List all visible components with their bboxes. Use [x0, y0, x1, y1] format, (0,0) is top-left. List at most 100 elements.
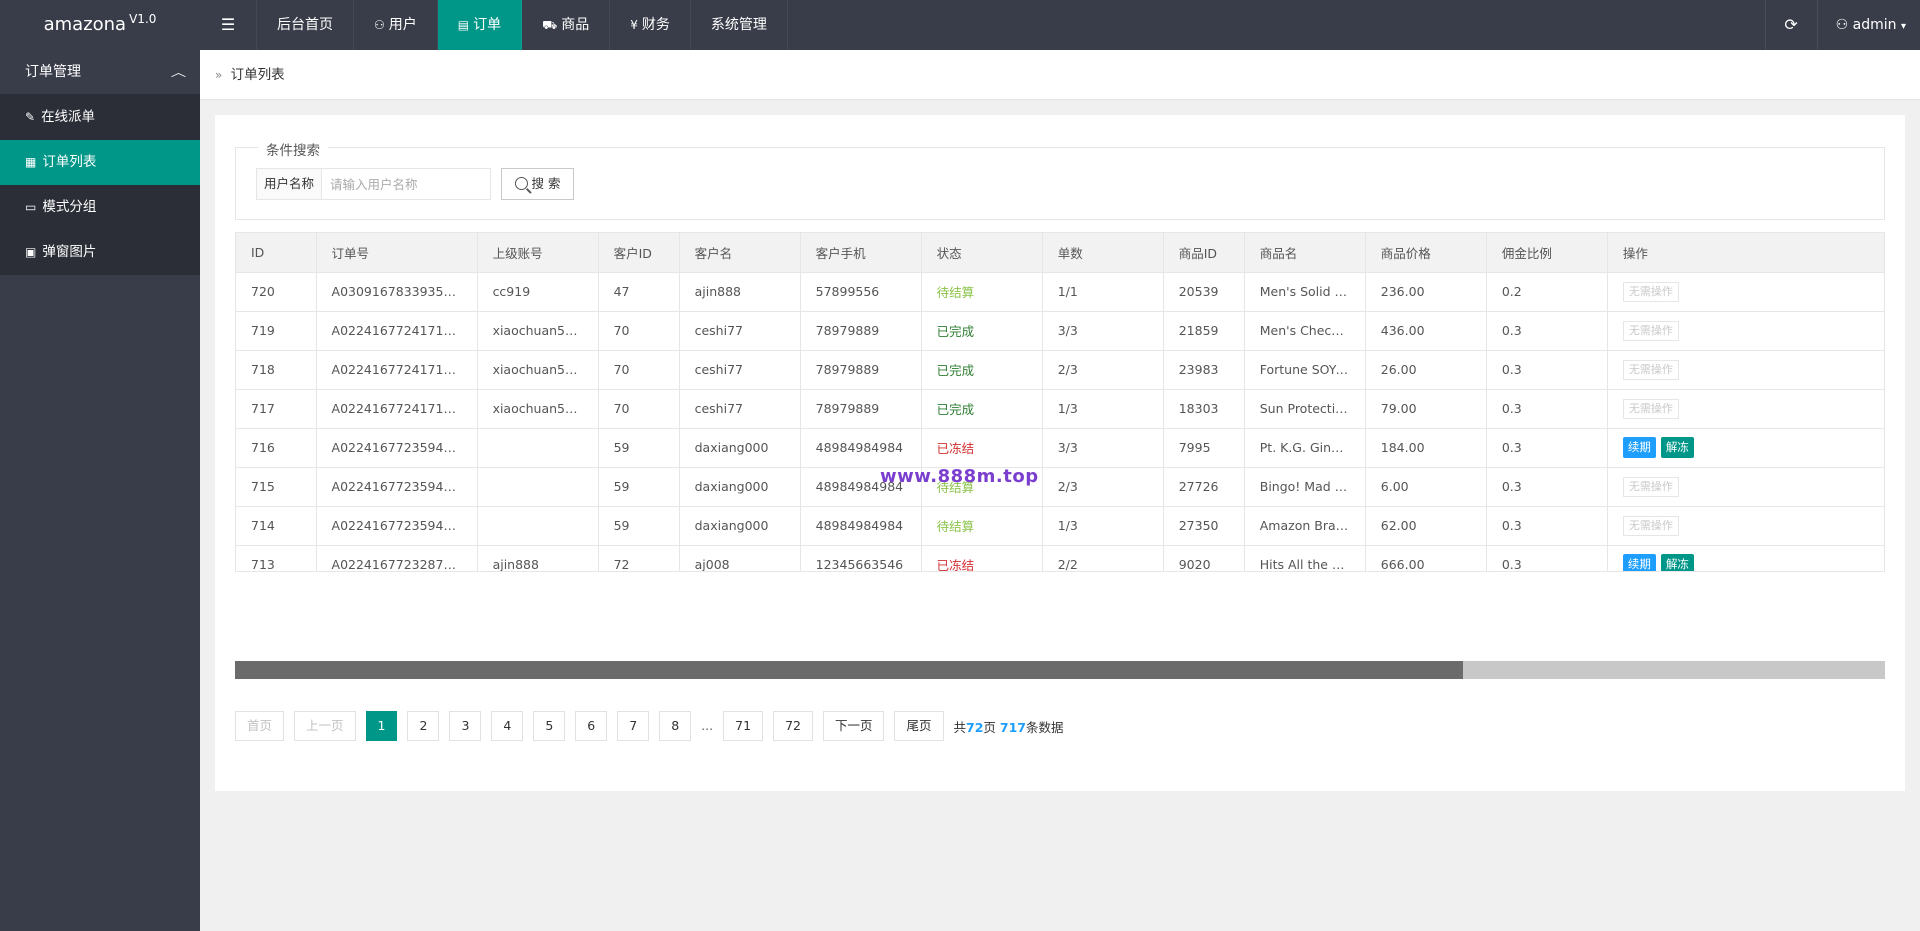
horizontal-scrollbar[interactable] [235, 661, 1885, 679]
search-button[interactable]: 搜 索 [501, 168, 575, 200]
sidebar-item-0[interactable]: ✎ 在线派单 [0, 95, 200, 140]
table-header-row: ID 订单号 上级账号 客户ID 客户名 客户手机 状态 单数 商品ID 商品名 商品价格 佣金比例操… [236, 233, 1884, 273]
cell-goods-name: Fortune SOYA... [1244, 350, 1366, 390]
cell-goods-name: Hits All the W... [1244, 545, 1366, 571]
top-nav-item-5[interactable]: 系统管理 [691, 0, 788, 50]
page-button-5[interactable]: 5 [533, 711, 566, 741]
top-nav-item-2[interactable]: ▤ 订单 [437, 0, 523, 50]
cell-price: 436.00 [1365, 311, 1487, 351]
cell-cust-name: ceshi77 [679, 389, 801, 429]
cell-cust-id: 59 [598, 506, 680, 546]
page-button-3[interactable]: 3 [449, 711, 482, 741]
page-button-6[interactable]: 6 [575, 711, 608, 741]
cell-count: 2/3 [1042, 350, 1164, 390]
sidebar-group-order-management[interactable]: 订单管理 ︿ [0, 50, 200, 95]
monitor-icon: ▭ [25, 200, 37, 214]
cell-rate: 0.3 [1486, 389, 1608, 429]
no-action-button: 无需操作 [1622, 515, 1679, 536]
column-header: 单数 [1042, 233, 1164, 273]
table-row: 719 A02241677241716951 xiaochuan5601 70 cesh… [236, 311, 1884, 351]
sidebar-item-3[interactable]: ▣ 弹窗图片 [0, 230, 200, 275]
column-header: 客户ID [598, 233, 680, 273]
status-badge: 待结算 [921, 272, 1043, 312]
next-page-button[interactable]: 下一页 [822, 711, 885, 741]
cell-parent: xiaochuan5601 [477, 311, 599, 351]
cell-order-no: A02241677235949480 [316, 467, 478, 507]
renew-button[interactable]: 续期 [1622, 437, 1656, 458]
app-logo[interactable]: amazona V1.0 [0, 0, 200, 50]
last-page-button[interactable]: 尾页 [894, 711, 944, 741]
cell-rate: 0.3 [1486, 350, 1608, 390]
username-input[interactable] [321, 168, 492, 200]
top-right-tools: ⟳ ⚇ admin ▾ [1764, 0, 1920, 50]
cell-phone: 12345663546 [800, 545, 922, 571]
cell-id: 713 [236, 545, 317, 571]
cell-actions: 无需操作 [1606, 350, 1884, 390]
order-table: ID 订单号 上级账号 客户ID 客户名 客户手机 状态 单数 商品ID 商品名 商品价格 佣金比例操… [236, 233, 1884, 571]
top-nav-item-1[interactable]: ⚇ 用户 [354, 0, 438, 50]
sidebar-item-2[interactable]: ▭ 模式分组 [0, 185, 200, 230]
table-row: 716 A02241677235949133 59 daxiang000 4898498… [236, 428, 1884, 468]
cell-goods-id: 20539 [1163, 272, 1245, 312]
top-nav-label: 商品 [561, 17, 590, 33]
page-button-4[interactable]: 4 [491, 711, 524, 741]
menu-toggle-icon[interactable]: ☰ [200, 0, 257, 50]
top-nav-item-3[interactable]: ⛟ 商品 [522, 0, 611, 50]
cell-actions: 无需操作 [1606, 272, 1884, 312]
top-nav-item-0[interactable]: 后台首页 [257, 0, 354, 50]
no-action-button: 无需操作 [1622, 476, 1679, 497]
unfreeze-button[interactable]: 解冻 [1660, 437, 1694, 458]
page-button-7[interactable]: 7 [617, 711, 650, 741]
search-fieldset: 条件搜索 用户名称 搜 索 [235, 139, 1885, 220]
search-form: 用户名称 搜 索 [256, 168, 575, 200]
cell-actions: 无需操作 [1606, 389, 1884, 429]
column-header: 佣金比例 [1486, 233, 1608, 273]
status-badge: 已冻结 [921, 545, 1043, 571]
cell-price: 26.00 [1365, 350, 1487, 390]
scrollbar-thumb[interactable] [235, 661, 1463, 679]
cell-goods-name: Bingo! Mad A... [1244, 467, 1366, 507]
cell-goods-id: 7995 [1163, 428, 1245, 468]
page-button-2[interactable]: 2 [407, 711, 440, 741]
column-header: 商品名 [1244, 233, 1366, 273]
user-icon: ⚇ [374, 18, 385, 32]
top-nav-item-4[interactable]: ¥ 财务 [610, 0, 691, 50]
top-nav-label: 后台首页 [277, 17, 333, 33]
cell-goods-id: 23983 [1163, 350, 1245, 390]
status-badge: 已完成 [921, 350, 1043, 390]
cell-cust-id: 47 [598, 272, 680, 312]
top-nav: ☰ 后台首页 ⚇ 用户 ▤ 订单 ⛟ 商品 ¥ 财务 系统管理 [200, 0, 788, 50]
refresh-icon[interactable]: ⟳ [1764, 0, 1817, 50]
cell-parent: xiaochuan5601 [477, 350, 599, 390]
cell-goods-name: Amazon Bran... [1244, 506, 1366, 546]
page-button-8[interactable]: 8 [659, 711, 692, 741]
cell-count: 3/3 [1042, 311, 1164, 351]
user-menu[interactable]: ⚇ admin ▾ [1816, 0, 1920, 50]
column-header: 商品价格 [1365, 233, 1487, 273]
page-button-1[interactable]: 1 [365, 711, 398, 741]
cell-rate: 0.3 [1486, 311, 1608, 351]
column-header: 状态 [921, 233, 1043, 273]
table-row: 717 A02241677241716537 xiaochuan5601 70 cesh… [236, 389, 1884, 429]
cell-price: 62.00 [1365, 506, 1487, 546]
cell-id: 718 [236, 350, 317, 390]
unfreeze-button[interactable]: 解冻 [1660, 554, 1694, 571]
cell-goods-name: Men's Checke... [1244, 311, 1366, 351]
column-header: 上级账号 [477, 233, 599, 273]
cell-order-no: A02241677235949133 [316, 428, 478, 468]
prev-page-button: 上一页 [294, 711, 356, 741]
cell-phone: 48984984984 [800, 506, 922, 546]
page-button-71[interactable]: 71 [723, 711, 764, 741]
cell-count: 3/3 [1042, 428, 1164, 468]
app-version: V1.0 [129, 12, 157, 26]
chevron-up-icon: ︿ [170, 66, 187, 79]
renew-button[interactable]: 续期 [1622, 554, 1656, 571]
sidebar-item-1[interactable]: ▦ 订单列表 [0, 140, 200, 185]
cell-actions: 续期 解冻 [1606, 545, 1884, 571]
page-button-72[interactable]: 72 [773, 711, 813, 741]
cell-phone: 78979889 [800, 311, 922, 351]
top-header: amazona V1.0 ☰ 后台首页 ⚇ 用户 ▤ 订单 ⛟ 商品 ¥ 财务 系统管理 ⟳ ⚇ a… [0, 0, 1920, 50]
column-header: 客户手机 [800, 233, 922, 273]
status-badge: 已冻结 [921, 428, 1043, 468]
table-body: 720 A03091678339352973 cc919 47 ajin888 57899… [236, 272, 1884, 571]
